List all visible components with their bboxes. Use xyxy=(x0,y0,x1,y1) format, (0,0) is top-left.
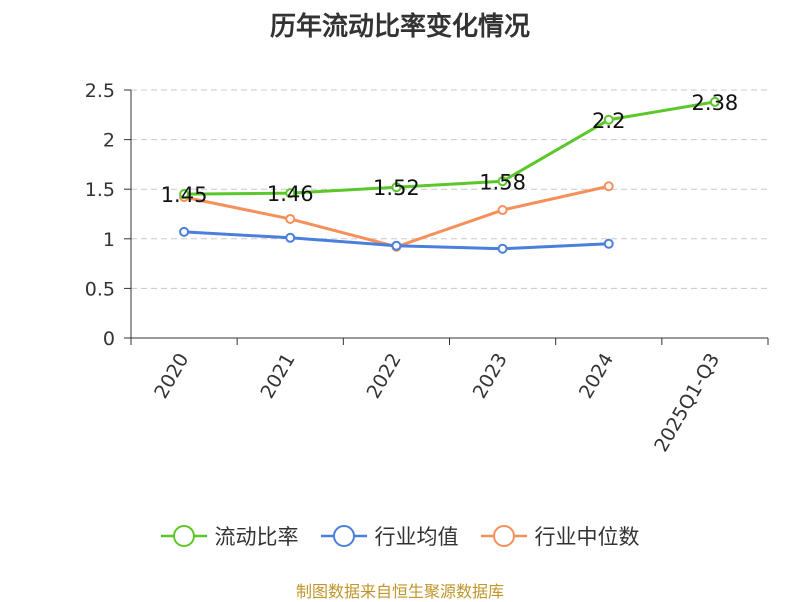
data-point xyxy=(603,181,614,192)
source-note: 制图数据来自恒生聚源数据库 xyxy=(295,582,504,601)
data-point xyxy=(391,240,402,251)
x-tick-label: 2022 xyxy=(363,350,406,403)
y-tick-label: 2 xyxy=(103,130,115,152)
legend-marker xyxy=(172,525,195,547)
legend-swatch xyxy=(480,525,527,547)
data-point xyxy=(603,238,614,249)
data-point xyxy=(497,243,508,254)
chart-title: 历年流动比率变化情况 xyxy=(269,12,530,42)
legend-label: 行业均值 xyxy=(374,525,459,549)
x-tick-label: 2021 xyxy=(256,350,299,403)
data-point xyxy=(285,232,296,243)
data-point xyxy=(497,205,508,216)
data-label: 1.58 xyxy=(479,170,526,194)
data-label: 1.46 xyxy=(267,182,314,206)
data-point xyxy=(391,182,402,193)
x-tick-label: 2024 xyxy=(575,350,618,403)
data-point xyxy=(285,213,296,224)
data-point xyxy=(603,114,614,125)
data-point xyxy=(709,96,720,107)
data-point xyxy=(497,176,508,187)
legend-marker xyxy=(332,525,355,547)
x-tick-label: 2023 xyxy=(469,350,512,403)
data-point xyxy=(179,226,190,237)
data-point xyxy=(285,188,296,199)
legend-item[interactable]: 行业均值 xyxy=(320,521,459,551)
legend-item[interactable]: 流动比率 xyxy=(160,521,299,551)
series-line xyxy=(184,100,716,196)
legend-swatch xyxy=(160,525,207,547)
y-tick-label: 2.5 xyxy=(85,80,115,102)
y-tick-label: 0.5 xyxy=(85,278,115,300)
data-label: 1.45 xyxy=(161,183,208,207)
legend-marker xyxy=(492,525,515,547)
y-tick-label: 1 xyxy=(103,229,115,251)
legend-swatch xyxy=(320,525,367,547)
data-point xyxy=(179,189,190,200)
legend-label: 行业中位数 xyxy=(534,525,640,549)
legend-label: 流动比率 xyxy=(214,525,299,549)
data-label: 1.52 xyxy=(373,176,420,200)
data-label: 2.2 xyxy=(592,109,625,133)
x-tick-label: 2025Q1-Q3 xyxy=(650,350,724,456)
legend-item[interactable]: 行业中位数 xyxy=(480,521,640,551)
y-tick-label: 0 xyxy=(103,328,115,350)
legend: 流动比率 行业均值 行业中位数 xyxy=(0,521,800,551)
x-tick-label: 2020 xyxy=(150,350,193,403)
data-label: 2.38 xyxy=(692,91,739,115)
y-tick-label: 1.5 xyxy=(85,179,115,201)
